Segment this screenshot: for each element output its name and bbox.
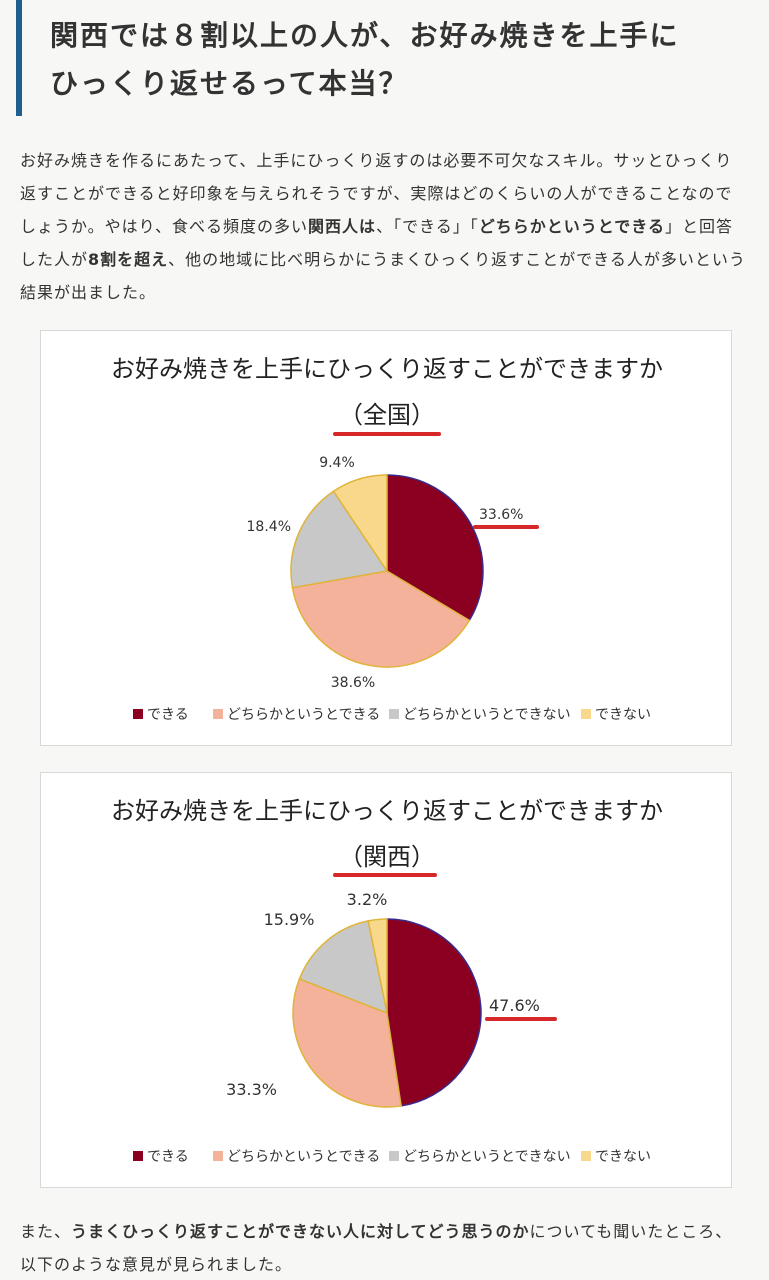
pie-chart-kansai: お好み焼きを上手にひっくり返すことができますか （関西） 47.6% 33.3% 15.… [40,772,732,1188]
section-heading: 関西では８割以上の人が、お好み焼きを上手に ひっくり返せるって本当？ [16,0,756,116]
intro-paragraph: お好み焼きを作るにあたって、上手にひっくり返すのは必要不可欠なスキル。サッとひっ… [20,144,748,309]
pie-slice-dochiraka-dekinai [298,920,389,1015]
pie-slice-dekinai [332,474,388,574]
heading-line-1: 関西では８割以上の人が、お好み焼きを上手に [50,19,680,52]
legend-swatch-dekinai [581,709,591,719]
chart-title: お好み焼きを上手にひっくり返すことができますか [111,797,663,825]
chart-subtitle: （関西） [339,843,435,871]
pie-slice-dekiru [386,918,482,1107]
pie-slice-dekinai [367,918,388,1014]
text-segment: また、 [20,1222,72,1241]
legend-label-dekinai: できない [595,1149,651,1165]
bold-text-segment: どちらかというとできる [478,217,665,236]
legend-swatch-dochiraka-dekinai [389,709,399,719]
legend-label-dochiraka-dekiru: どちらかというとできる [227,1149,380,1165]
text-segment: お好み焼きを作るにあたって、上手にひっくり返すのは必要不可欠なスキル。サッとひっ… [20,151,733,236]
text-segment: 」と回答した人が [20,217,733,269]
legend-swatch-dekinai [581,1151,591,1161]
followup-paragraph: また、うまくひっくり返すことができない人に対してどう思うのかについても聞いたとこ… [20,1215,748,1280]
text-segment: 、「できる」「 [376,217,479,236]
legend-label-dekiru: できる [147,1149,189,1165]
pie-slice-dochiraka-dekinai [290,490,389,589]
pie-chart-kansai-svg: お好み焼きを上手にひっくり返すことができますか （関西） 47.6% 33.3% 15.… [111,797,663,1165]
legend-swatch-dochiraka-dekiru [213,1151,223,1161]
legend-swatch-dekiru [133,709,143,719]
bold-text-segment: 8割を超え [88,250,169,269]
pie-slice-dochiraka-dekiru [292,977,402,1108]
legend-swatch-dochiraka-dekiru [213,709,223,719]
heading-line-2: ひっくり返せるって本当？ [50,67,409,100]
legend-swatch-dochiraka-dekinai [389,1151,399,1161]
legend-label-dochiraka-dekinai: どちらかというとできない [403,707,571,723]
pie-chart-national-svg: お好み焼きを上手にひっくり返すことができますか （全国） 33.6% 38.6% 18.… [111,355,663,723]
text-segment: についても聞いたところ、以下のような意見が見られました。 [20,1222,733,1274]
slice-label-dekinai: 9.4% [319,455,355,471]
chart-title: お好み焼きを上手にひっくり返すことができますか [111,355,663,383]
slice-label-dochiraka-dekiru: 33.3% [226,1080,277,1099]
chart-subtitle: （全国） [339,401,435,429]
heading-title: 関西では８割以上の人が、お好み焼きを上手に ひっくり返せるって本当？ [50,12,740,108]
slice-label-dekiru: 47.6% [489,996,540,1015]
legend-label-dochiraka-dekiru: どちらかというとできる [227,707,380,723]
bold-text-segment: うまくひっくり返すことができない人に対してどう思うのか [71,1222,530,1241]
slice-label-dekiru: 33.6% [479,507,523,523]
slice-label-dochiraka-dekiru: 38.6% [331,675,375,691]
slice-label-dochiraka-dekinai: 18.4% [247,519,291,535]
legend-label-dochiraka-dekinai: どちらかというとできない [403,1149,571,1165]
pie-chart-national: お好み焼きを上手にひっくり返すことができますか （全国） 33.6% 38.6% 18.… [40,330,732,746]
legend-label-dekiru: できる [147,707,189,723]
legend-label-dekinai: できない [595,707,651,723]
pie-slice-dekiru [386,474,484,622]
slice-label-dekinai: 3.2% [347,890,388,909]
pie-slice-dochiraka-dekiru [291,570,471,668]
text-segment: 、他の地域に比べ明らかにうまくひっくり返すことができる人が多いという結果が出まし… [20,250,746,302]
bold-text-segment: 関西人は [308,217,377,236]
legend-swatch-dekiru [133,1151,143,1161]
slice-label-dochiraka-dekinai: 15.9% [264,910,315,929]
